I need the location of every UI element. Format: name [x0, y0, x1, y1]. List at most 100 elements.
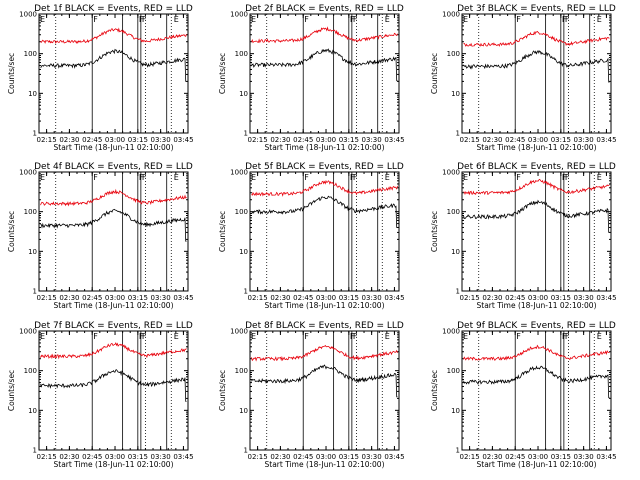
- interval-marker: E: [385, 332, 390, 341]
- x-tick-label: 03:30: [574, 136, 594, 144]
- panel-title: Det 8f BLACK = Events, RED = LLD: [245, 321, 404, 331]
- x-tick-label: 03:15: [551, 294, 571, 302]
- interval-marker: F: [516, 173, 521, 182]
- plot-frame: [38, 330, 189, 451]
- interval-marker: F: [565, 173, 570, 182]
- interval-marker: E: [385, 173, 390, 182]
- y-tick-label: 100: [447, 367, 460, 375]
- x-tick-label: 02:30: [482, 294, 502, 302]
- interval-marker: F: [139, 173, 144, 182]
- x-tick-label: 03:15: [128, 294, 148, 302]
- x-tick-label: 02:45: [505, 294, 525, 302]
- interval-marker: F: [304, 15, 309, 24]
- series-lld-line: [463, 178, 610, 196]
- panel-8: Det 8f BLACK = Events, RED = LLD 1 10 100 10…: [218, 321, 405, 469]
- interval-marker: E: [174, 332, 179, 341]
- x-tick-label: 03:45: [596, 453, 616, 461]
- interval-marker: E: [463, 332, 468, 341]
- plot-frame: [249, 171, 400, 292]
- y-tick-label: 1000: [19, 169, 37, 177]
- y-tick-label: 100: [447, 208, 460, 216]
- x-tick-label: 02:45: [293, 136, 313, 144]
- interval-marker: F: [562, 15, 567, 24]
- x-tick-label: 03:45: [173, 453, 193, 461]
- x-tick-label: 03:45: [596, 294, 616, 302]
- interval-marker: E: [597, 173, 602, 182]
- x-axis-label: Start Time (18-Jun-11 02:10:00): [54, 460, 174, 469]
- x-axis-label: Start Time (18-Jun-11 02:10:00): [265, 143, 385, 152]
- interval-marker: F: [142, 173, 147, 182]
- interval-marker: E: [251, 15, 256, 24]
- series-lld-line: [251, 179, 398, 197]
- x-tick-label: 02:15: [248, 294, 268, 302]
- x-tick-label: 03:30: [574, 453, 594, 461]
- interval-marker: F: [353, 15, 358, 24]
- panel-title: Det 5f BLACK = Events, RED = LLD: [245, 162, 404, 172]
- series-events-line: [463, 199, 610, 233]
- interval-marker: F: [93, 332, 98, 341]
- y-tick-label: 100: [235, 50, 248, 58]
- x-tick-label: 02:30: [59, 294, 79, 302]
- x-tick-label: 03:45: [384, 136, 404, 144]
- series-lld-line: [251, 344, 398, 362]
- interval-marker: F: [565, 15, 570, 24]
- x-tick-label: 02:45: [505, 453, 525, 461]
- series-lld-line: [251, 26, 398, 44]
- panel-title: Det 7f BLACK = Events, RED = LLD: [34, 321, 193, 331]
- interval-marker: E: [463, 15, 468, 24]
- interval-marker: E: [385, 15, 390, 24]
- y-axis-label: Counts/sec: [218, 370, 227, 411]
- y-axis-label: Counts/sec: [218, 211, 227, 252]
- x-tick-label: 03:00: [316, 136, 336, 144]
- panel-2: Det 2f BLACK = Events, RED = LLD 1 10 100 10…: [218, 4, 405, 152]
- y-tick-label: 1000: [442, 328, 460, 336]
- x-tick-label: 03:00: [528, 453, 548, 461]
- panel-7: Det 7f BLACK = Events, RED = LLD 1 10 100 10…: [7, 321, 194, 469]
- plot-frame: [461, 13, 612, 134]
- panel-title: Det 1f BLACK = Events, RED = LLD: [34, 4, 193, 14]
- interval-marker: F: [350, 15, 355, 24]
- y-tick-label: 10: [28, 407, 37, 415]
- y-axis-label: Counts/sec: [7, 53, 16, 94]
- x-tick-label: 03:45: [173, 294, 193, 302]
- y-axis-label: Counts/sec: [430, 53, 439, 94]
- y-tick-label: 1000: [442, 169, 460, 177]
- y-tick-label: 1: [456, 130, 460, 138]
- y-tick-label: 1: [33, 447, 37, 455]
- x-tick-label: 02:30: [482, 453, 502, 461]
- y-tick-label: 10: [239, 407, 248, 415]
- panel-4: Det 4f BLACK = Events, RED = LLD 1 10 100 10…: [7, 162, 194, 310]
- y-tick-label: 100: [235, 367, 248, 375]
- series-events-line: [251, 364, 398, 398]
- y-axis-label: Counts/sec: [7, 370, 16, 411]
- x-tick-label: 02:30: [270, 294, 290, 302]
- panel-1: Det 1f BLACK = Events, RED = LLD 1 10 100 10…: [7, 4, 194, 152]
- y-tick-label: 10: [451, 248, 460, 256]
- panel-title: Det 3f BLACK = Events, RED = LLD: [457, 4, 616, 14]
- x-axis-label: Start Time (18-Jun-11 02:10:00): [54, 143, 174, 152]
- y-axis-label: Counts/sec: [430, 370, 439, 411]
- series-lld-line: [40, 188, 187, 207]
- x-tick-label: 02:30: [270, 453, 290, 461]
- x-tick-label: 03:30: [151, 136, 171, 144]
- x-tick-label: 03:15: [128, 453, 148, 461]
- x-tick-label: 02:15: [248, 453, 268, 461]
- interval-marker: F: [139, 332, 144, 341]
- x-tick-label: 02:15: [37, 453, 57, 461]
- series-events-line: [40, 208, 187, 242]
- x-tick-label: 03:00: [316, 294, 336, 302]
- x-tick-label: 02:30: [482, 136, 502, 144]
- x-tick-label: 03:00: [528, 136, 548, 144]
- y-tick-label: 1000: [230, 328, 248, 336]
- plot-frame: [38, 13, 189, 134]
- x-tick-label: 02:15: [460, 294, 480, 302]
- x-tick-label: 02:45: [293, 453, 313, 461]
- y-tick-label: 10: [28, 90, 37, 98]
- x-tick-label: 03:15: [339, 136, 359, 144]
- series-lld-line: [463, 30, 610, 47]
- x-tick-label: 03:30: [151, 294, 171, 302]
- interval-marker: E: [40, 332, 45, 341]
- x-tick-label: 02:15: [248, 136, 268, 144]
- x-tick-label: 02:15: [460, 136, 480, 144]
